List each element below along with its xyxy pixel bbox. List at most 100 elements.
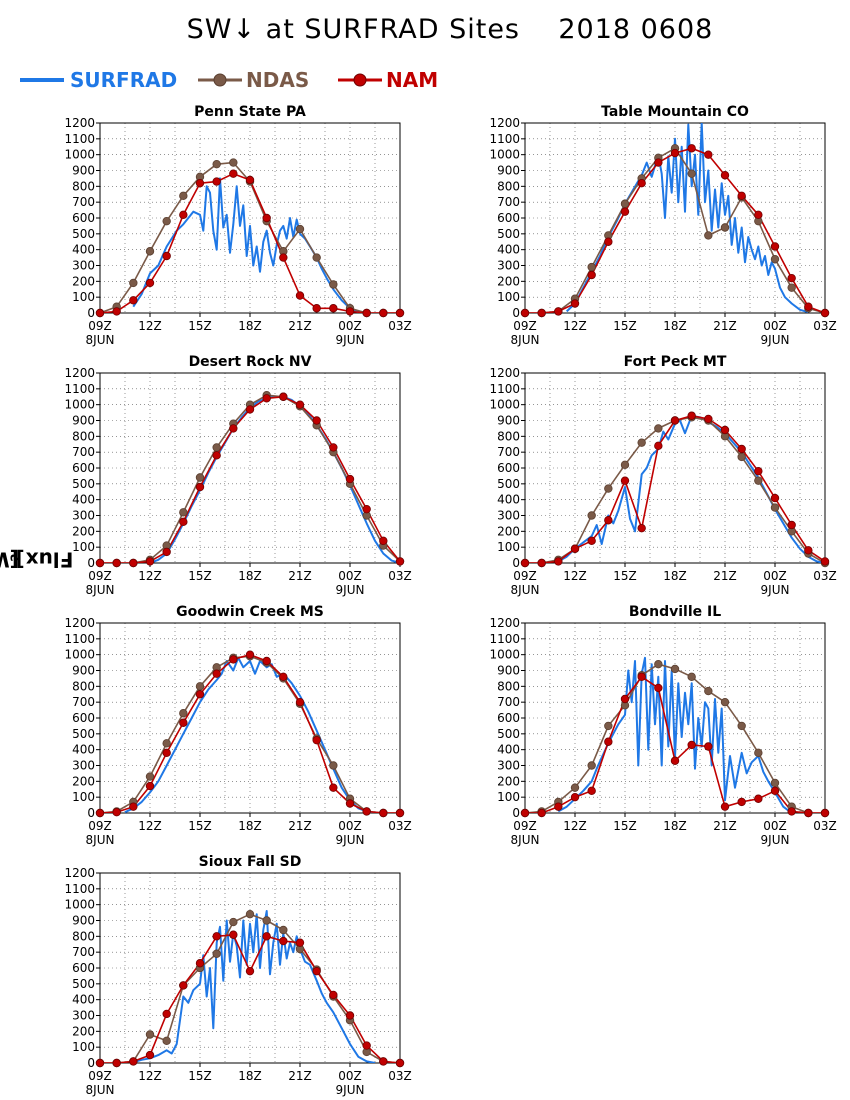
data-point-nam (670, 416, 680, 425)
data-point-nam (704, 742, 713, 751)
data-point-nam (279, 672, 288, 682)
y-tick-label: 1200 (64, 866, 95, 880)
chart-panel: Bondville IL0100200300400500600700800900… (489, 604, 836, 847)
x-tick-label: 15Z (188, 1069, 212, 1083)
data-point-ndas (570, 783, 580, 792)
data-point-ndas (329, 280, 338, 289)
x-tick-label: 15Z (613, 319, 637, 333)
x-tick-label: 12Z (138, 819, 162, 833)
y-tick-label: 700 (72, 695, 95, 709)
x-tick-label: 12Z (138, 319, 162, 333)
y-tick-label: 200 (72, 274, 95, 288)
data-point-nam (754, 794, 763, 803)
data-point-nam (129, 558, 138, 568)
y-tick-label: 1100 (64, 382, 95, 396)
data-point-ndas (245, 909, 255, 919)
y-tick-label: 500 (497, 227, 520, 241)
x-date-label: 8JUN (511, 833, 540, 847)
data-point-nam (129, 1057, 138, 1066)
data-point-nam (329, 990, 338, 1000)
y-tick-label: 600 (497, 461, 520, 475)
data-point-nam (737, 444, 746, 454)
data-point-ndas (770, 254, 780, 264)
data-point-nam (279, 392, 288, 401)
data-point-ndas (295, 224, 305, 234)
y-tick-label: 500 (497, 477, 520, 491)
y-tick-label: 700 (497, 445, 520, 459)
x-tick-label: 03Z (388, 569, 412, 583)
data-point-nam (570, 299, 580, 308)
y-tick-label: 300 (72, 509, 95, 523)
y-tick-label: 1100 (64, 632, 95, 646)
x-tick-label: 00Z (338, 819, 362, 833)
y-tick-label: 1100 (64, 882, 95, 896)
data-point-ndas (229, 917, 238, 927)
y-tick-label: 800 (497, 679, 520, 693)
chart-panel: Goodwin Creek MS010020030040050060070080… (64, 604, 411, 847)
y-tick-label: 600 (497, 211, 520, 225)
data-point-nam (520, 308, 530, 318)
data-point-ndas (687, 672, 696, 682)
data-point-nam (129, 296, 138, 305)
chart-panel: Table Mountain CO01002003004005006007008… (489, 104, 836, 347)
data-point-ndas (620, 460, 630, 470)
x-tick-label: 12Z (563, 319, 587, 333)
y-tick-label: 100 (497, 540, 520, 554)
x-tick-label: 09Z (88, 819, 112, 833)
y-tick-label: 1200 (489, 366, 520, 380)
y-tick-label: 900 (72, 414, 95, 428)
y-tick-label: 100 (497, 790, 520, 804)
x-date-label: 9JUN (336, 333, 365, 347)
x-tick-label: 09Z (88, 319, 112, 333)
data-point-nam (229, 169, 238, 178)
y-tick-label: 100 (72, 1040, 95, 1054)
data-point-ndas (654, 424, 663, 433)
data-point-nam (262, 394, 271, 403)
x-tick-label: 21Z (288, 1069, 312, 1083)
data-point-ndas (770, 503, 780, 512)
y-tick-label: 100 (72, 540, 95, 554)
x-tick-label: 21Z (288, 319, 312, 333)
x-tick-label: 12Z (563, 569, 587, 583)
data-point-nam (345, 474, 355, 484)
data-point-ndas (737, 721, 746, 731)
data-point-nam (229, 930, 238, 939)
y-tick-label: 700 (497, 195, 520, 209)
data-point-nam (670, 756, 680, 765)
y-tick-label: 900 (72, 914, 95, 928)
legend-line-ndas-icon (198, 73, 242, 87)
y-tick-label: 500 (497, 727, 520, 741)
data-point-nam (820, 308, 830, 318)
x-tick-label: 21Z (288, 819, 312, 833)
data-point-ndas (162, 739, 171, 748)
chart-title: Table Mountain CO (601, 104, 749, 120)
y-tick-label: 300 (497, 759, 520, 773)
data-point-nam (162, 748, 171, 758)
data-point-ndas (637, 438, 646, 447)
data-point-nam (362, 807, 371, 816)
data-point-nam (720, 171, 730, 180)
data-point-nam (295, 938, 305, 947)
y-tick-label: 0 (512, 306, 520, 320)
data-point-nam (245, 966, 255, 976)
y-tick-label: 800 (497, 429, 520, 443)
y-tick-label: 300 (497, 509, 520, 523)
y-tick-label: 300 (72, 259, 95, 273)
y-tick-label: 0 (87, 1056, 95, 1070)
x-date-label: 8JUN (86, 333, 115, 347)
data-point-nam (820, 808, 830, 818)
data-point-nam (787, 273, 796, 283)
x-date-label: 8JUN (511, 583, 540, 597)
series-line-surfrad (566, 123, 809, 313)
data-point-nam (345, 799, 355, 808)
y-tick-label: 400 (497, 493, 520, 507)
y-tick-label: 1200 (64, 366, 95, 380)
data-point-nam (537, 808, 546, 818)
data-point-nam (587, 786, 596, 796)
data-point-ndas (312, 253, 321, 262)
data-point-nam (262, 932, 271, 941)
data-point-ndas (279, 925, 288, 935)
y-tick-label: 600 (497, 711, 520, 725)
x-tick-label: 18Z (663, 569, 687, 583)
data-point-nam (345, 307, 355, 316)
